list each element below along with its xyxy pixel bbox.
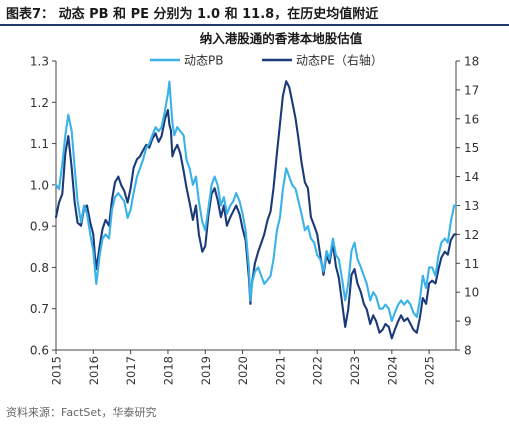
figure-title: 图表7： 动态 PB 和 PE 分别为 1.0 和 11.8，在历史均值附近 [6,7,379,22]
right-y-tick-label: 11 [464,257,479,271]
source-note: 资料来源：FactSet，华泰研究 [6,406,157,419]
left-y-tick-label: 1.3 [30,55,49,69]
left-y-tick-label: 0.7 [30,302,49,316]
right-y-tick-label: 12 [464,228,479,242]
x-tick-label: 2024 [385,356,399,385]
title-rule [0,24,509,26]
left-y-tick-label: 1.0 [30,178,49,192]
series-line-pb [54,80,458,323]
x-tick-label: 2023 [348,356,362,385]
x-tick-label: 2022 [311,356,325,385]
left-y-tick-label: 0.6 [30,344,49,358]
x-tick-label: 2020 [236,356,250,385]
right-y-tick-label: 9 [464,315,472,329]
chart-lines [54,80,458,340]
chart-axes: 0.6 0.7 0.8 0.9 1.0 1.1 1.2 1.3 8 9 10 11 12 13 14 15 16… [30,55,479,386]
right-y-tick-label: 16 [464,112,479,126]
right-y-tick-label: 18 [464,55,479,69]
right-y-tick-label: 10 [464,286,479,300]
x-tick-label: 2016 [87,356,101,385]
left-y-tick-label: 1.1 [30,137,49,151]
x-tick-label: 2025 [423,356,437,385]
legend-label-pe: 动态PE（右轴） [296,53,383,68]
left-y-tick-label: 0.9 [30,220,49,234]
chart-title: 纳入港股通的香港本地股估值 [200,31,363,46]
right-y-tick-label: 17 [464,83,479,97]
x-tick-label: 2019 [199,356,213,385]
right-y-tick-label: 8 [464,344,472,358]
right-y-tick-label: 15 [464,141,479,155]
x-tick-label: 2021 [273,356,287,385]
chart-legend: 动态PB 动态PE（右轴） [150,53,383,68]
left-y-tick-label: 0.8 [30,261,49,275]
right-y-tick-label: 13 [464,199,479,213]
x-tick-label: 2018 [161,356,175,385]
x-tick-label: 2017 [124,356,138,385]
x-tick-label: 2015 [50,356,64,385]
legend-label-pb: 动态PB [184,54,223,68]
right-y-tick-label: 14 [464,170,479,184]
left-y-tick-label: 1.2 [30,96,49,110]
series-line-pe [54,80,458,340]
